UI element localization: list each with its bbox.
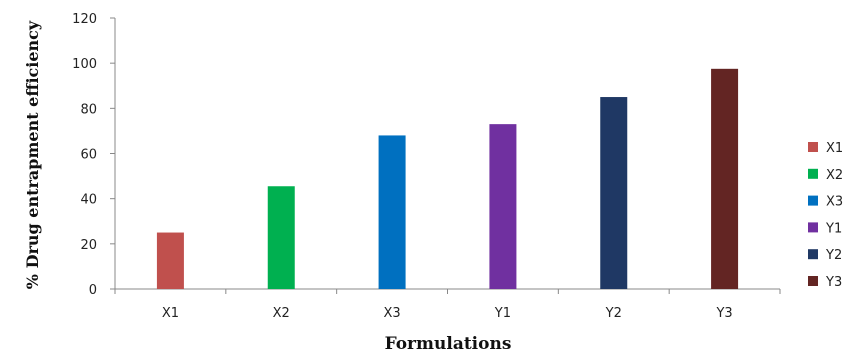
legend-swatch (808, 168, 818, 179)
bar-x3 (378, 135, 406, 289)
legend-swatch (808, 195, 818, 206)
y-tick-label: 40 (80, 193, 97, 208)
legend-label: Y2 (825, 248, 842, 263)
x-tick-label: Y3 (715, 306, 732, 321)
legend-label: X3 (826, 195, 843, 210)
bar-x1 (156, 232, 184, 289)
legend-label: Y1 (825, 221, 842, 236)
bar-x2 (267, 186, 295, 289)
x-tick-label: Y2 (605, 306, 622, 321)
bar-y1 (489, 124, 517, 290)
legend-label: Y3 (825, 275, 842, 290)
x-tick-label: X3 (383, 306, 400, 321)
legend-swatch (808, 222, 818, 233)
y-axis-title: % Drug entrapment efficiency (23, 20, 42, 289)
legend-swatch (808, 142, 818, 152)
bar-y2 (600, 97, 628, 290)
y-tick-label: 120 (72, 12, 97, 27)
x-axis: X1 X2 X3 Y1 Y2 Y3 (114, 288, 781, 321)
legend: X1 X2 X3 Y1 Y2 Y3 (808, 141, 843, 290)
y-tick-label: 20 (80, 238, 97, 253)
bar-y3 (711, 68, 739, 289)
y-tick-label: 80 (80, 102, 97, 117)
bars (156, 68, 739, 290)
x-tick-label: Y1 (494, 306, 511, 321)
y-tick-label: 100 (72, 57, 97, 72)
y-axis: 0 20 40 60 80 100 120 (72, 12, 116, 298)
x-tick-label: X2 (273, 306, 290, 321)
x-tick-label: X1 (162, 306, 179, 321)
y-tick-label: 60 (80, 148, 97, 163)
legend-label: X1 (826, 141, 843, 156)
x-axis-title: Formulations (385, 334, 512, 352)
legend-swatch (808, 276, 818, 286)
y-tick-label: 0 (89, 283, 97, 298)
legend-label: X2 (826, 168, 843, 183)
legend-swatch (808, 249, 818, 260)
